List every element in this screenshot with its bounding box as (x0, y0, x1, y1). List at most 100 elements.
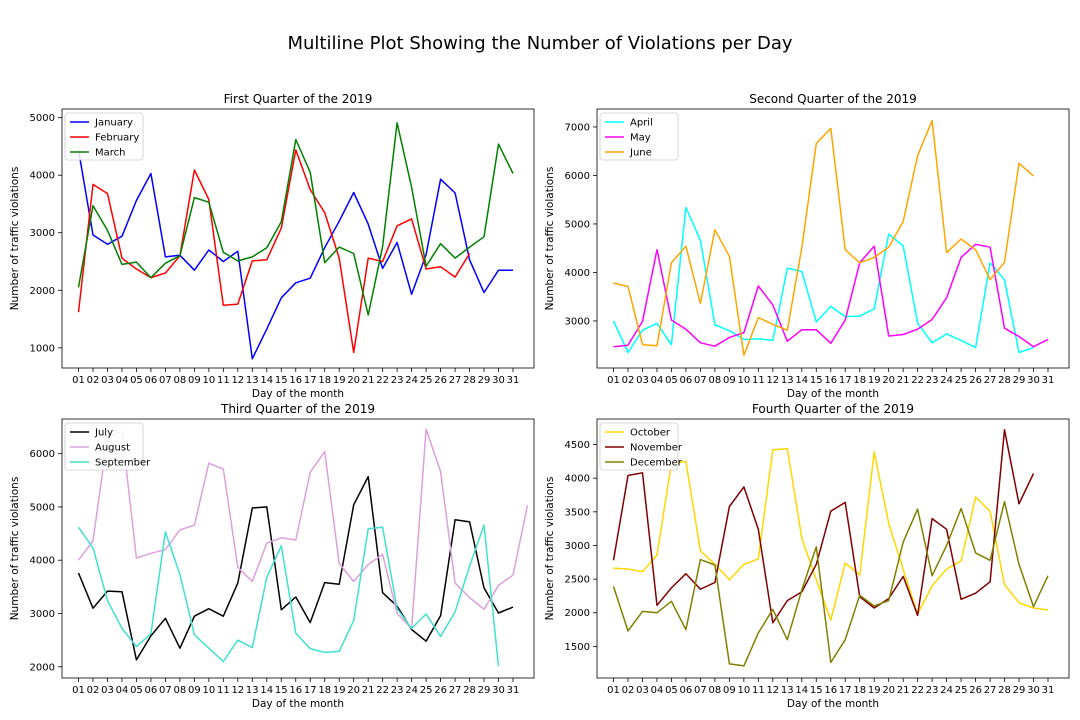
x-tick-label: 20 (882, 375, 895, 386)
legend: October November December (599, 422, 683, 471)
x-tick-label: 06 (145, 375, 158, 386)
series-line-may (613, 243, 1049, 348)
x-tick-label: 09 (723, 375, 736, 386)
x-tick-label: 04 (651, 685, 664, 696)
x-tick-label: 19 (333, 685, 346, 696)
y-tick-label: 3500 (565, 507, 590, 518)
x-tick-label: 07 (159, 685, 172, 696)
x-tick-label: 03 (636, 375, 649, 386)
x-tick-label: 17 (839, 375, 852, 386)
x-tick-label: 07 (694, 685, 707, 696)
x-tick-label: 08 (174, 685, 187, 696)
series-line-september (77, 524, 500, 667)
x-tick-label: 04 (116, 375, 129, 386)
x-tick-label: 15 (275, 375, 288, 386)
subplot-2: Second Quarter of the 2019 01 02 03 04 05 06 07… (544, 92, 1070, 400)
x-tick-label: 23 (926, 685, 939, 696)
y-tick-label: 6000 (565, 171, 590, 182)
x-tick-label: 29 (478, 685, 491, 696)
x-tick-label: 18 (318, 375, 331, 386)
x-axis-label: Day of the month (252, 698, 344, 710)
x-tick-label: 11 (217, 375, 230, 386)
x-tick-label: 22 (376, 375, 389, 386)
x-tick-label: 31 (507, 685, 520, 696)
series-line-october (613, 447, 1049, 621)
y-tick-label: 4000 (30, 556, 55, 567)
x-tick-label: 01 (607, 375, 620, 386)
x-tick-label: 21 (362, 685, 375, 696)
x-tick-label: 10 (737, 685, 750, 696)
series-line-june (613, 119, 1034, 357)
x-tick-label: 18 (853, 375, 866, 386)
x-tick-label: 02 (87, 375, 100, 386)
x-tick-label: 25 (955, 685, 968, 696)
x-axis-label: Day of the month (787, 698, 879, 710)
y-tick-label: 2500 (565, 575, 590, 586)
y-tick-label: 6000 (30, 449, 55, 460)
x-tick-label: 20 (882, 685, 895, 696)
x-tick-label: 01 (607, 685, 620, 696)
x-tick-label: 24 (405, 375, 418, 386)
subplot-title: Second Quarter of the 2019 (749, 92, 917, 106)
x-tick-label: 12 (766, 685, 779, 696)
x-tick-label: 14 (260, 375, 273, 386)
x-tick-label: 30 (492, 375, 505, 386)
y-tick-label: 7000 (565, 122, 590, 133)
x-tick-label: 24 (940, 685, 953, 696)
x-tick-label: 03 (101, 375, 114, 386)
legend-label: July (94, 428, 113, 439)
figure-title: Multiline Plot Showing the Number of Vio… (287, 33, 793, 54)
legend-label: October (630, 428, 671, 439)
x-tick-label: 07 (159, 375, 172, 386)
x-tick-label: 06 (680, 685, 693, 696)
x-tick-label: 30 (492, 685, 505, 696)
x-tick-label: 23 (391, 375, 404, 386)
x-tick-label: 10 (202, 685, 215, 696)
x-tick-label: 16 (289, 685, 302, 696)
x-tick-label: 19 (868, 685, 881, 696)
y-axis-label: Number of traffic violations (544, 477, 556, 621)
legend: July August September (64, 422, 151, 471)
x-tick-label: 27 (449, 685, 462, 696)
x-tick-label: 29 (1013, 685, 1026, 696)
y-tick-label: 1000 (30, 343, 55, 354)
x-tick-label: 12 (231, 685, 244, 696)
x-tick-label: 31 (1042, 685, 1055, 696)
x-tick-label: 26 (969, 375, 982, 386)
x-tick-label: 28 (998, 375, 1011, 386)
x-tick-label: 11 (752, 685, 765, 696)
axes-frame (61, 418, 535, 679)
x-tick-label: 25 (955, 375, 968, 386)
x-tick-label: 19 (868, 375, 881, 386)
x-axis-label: Day of the month (252, 388, 344, 400)
x-tick-label: 05 (665, 375, 678, 386)
x-tick-label: 27 (449, 375, 462, 386)
x-tick-label: 29 (478, 375, 491, 386)
subplot-4: Fourth Quarter of the 2019 01 02 03 04 05 06 07… (544, 402, 1070, 710)
legend-box (599, 112, 679, 161)
x-tick-label: 30 (1027, 375, 1040, 386)
series-line-november (612, 429, 1035, 624)
x-tick-label: 05 (130, 685, 143, 696)
x-tick-label: 24 (405, 685, 418, 696)
x-tick-label: 05 (665, 685, 678, 696)
x-tick-label: 23 (926, 375, 939, 386)
x-tick-label: 09 (188, 685, 201, 696)
x-tick-label: 16 (289, 375, 302, 386)
x-tick-label: 03 (101, 685, 114, 696)
y-tick-label: 4000 (565, 474, 590, 485)
x-tick-label: 11 (217, 685, 230, 696)
x-tick-label: 27 (984, 375, 997, 386)
x-tick-label: 21 (362, 375, 375, 386)
legend-label: April (630, 118, 653, 129)
x-tick-label: 11 (752, 375, 765, 386)
x-tick-label: 16 (824, 375, 837, 386)
x-tick-label: 12 (231, 375, 244, 386)
legend-label: December (630, 458, 683, 469)
x-tick-label: 10 (202, 375, 215, 386)
x-tick-label: 09 (723, 685, 736, 696)
x-tick-label: 02 (87, 685, 100, 696)
x-axis-label: Day of the month (787, 388, 879, 400)
x-tick-label: 17 (304, 685, 317, 696)
